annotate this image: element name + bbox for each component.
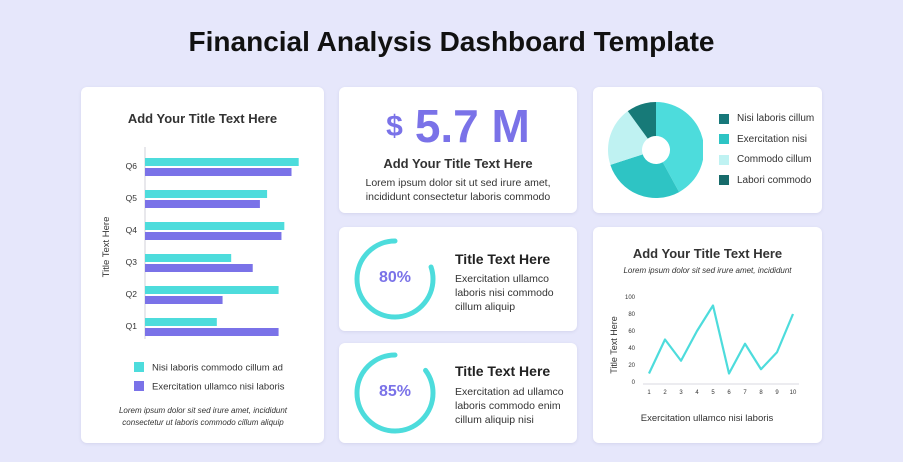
pie-legend-swatch [719, 113, 729, 124]
progress-arc [354, 238, 436, 320]
legend-swatch [134, 381, 144, 391]
pie-legend-swatch [719, 154, 729, 165]
bar-q4-s2 [145, 232, 282, 240]
bar-q5-s2 [145, 200, 260, 208]
pie-slice-3 [608, 111, 648, 165]
progress-title-2: Title Text Here [455, 363, 551, 379]
pie-slice-4 [627, 102, 656, 139]
progress-arc [354, 352, 436, 434]
line-chart: 0 20 40 60 80 100 1 2 3 4 5 6 7 8 9 10 Title Text Here Ex… [609, 295, 799, 424]
progress-text-2: Exercitation ad ullamco laboris commodo … [455, 386, 564, 426]
pie-legend-label: Labori commodo [737, 174, 812, 186]
line-chart-title: Add Your Title Text Here [632, 246, 783, 261]
x-tick-label: 1 [647, 390, 651, 396]
page-title: Financial Analysis Dashboard Template [188, 26, 715, 57]
kpi-value: $5.7 M [339, 99, 577, 153]
pie-legend-swatch [719, 134, 729, 144]
progress-title-1: Title Text Here [455, 251, 551, 267]
progress-card-2: 85% Title Text Here Exercitation ad ulla… [339, 343, 577, 443]
bar-q4-s1 [145, 222, 285, 230]
bar-category-label: Q2 [126, 289, 138, 299]
x-tick-label: 5 [711, 390, 715, 396]
x-tick-label: 9 [775, 390, 779, 396]
pie-legend-label: Nisi laboris cillum [737, 113, 815, 124]
pie-chart-card: Nisi laboris cillum Exercitation nisi Comm… [593, 87, 822, 213]
bar-q6-s1 [145, 158, 299, 166]
line-chart-subtitle: Lorem ipsum dolor sit sed irure amet, in… [623, 266, 792, 275]
currency-symbol: $ [386, 110, 403, 143]
bar-q3-s2 [145, 264, 253, 272]
line-y-axis-label: Title Text Here [609, 316, 619, 374]
pie-legend-item: Exercitation nisi [719, 134, 807, 145]
bar-category-label: Q1 [126, 321, 138, 331]
legend-label: Exercitation ullamco nisi laboris [152, 382, 285, 393]
pie-legend-item: Commodo cillum [719, 154, 811, 165]
bar-category-label: Q3 [126, 257, 138, 267]
line-chart-card: Add Your Title Text Here Lorem ipsum dol… [593, 227, 822, 443]
x-tick-label: 10 [790, 390, 797, 396]
line-series [648, 304, 795, 375]
pie-legend-item: Labori commodo [719, 175, 811, 186]
bar-q2-s2 [145, 296, 223, 304]
bar-chart-card: Add Your Title Text Here Q1 Q2 Q3 Q4 Q5 Q6 Tit… [81, 87, 324, 443]
y-tick-label: 80 [628, 312, 635, 318]
bar-category-label: Q5 [126, 193, 138, 203]
kpi-text: Lorem ipsum dolor sit ut sed irure amet,… [365, 177, 551, 203]
pie-legend-label: Commodo cillum [737, 154, 812, 165]
x-tick-label: 3 [679, 390, 683, 396]
x-tick-label: 6 [727, 390, 731, 396]
bar-chart: Q1 Q2 Q3 Q4 Q5 Q6 Title Text Here Nisi laboris … [101, 147, 299, 393]
progress-text-1: Exercitation ullamco laboris nisi commod… [455, 273, 554, 313]
bar-q2-s1 [145, 286, 279, 294]
y-tick-label: 100 [625, 295, 636, 301]
pie-slice-1 [656, 102, 703, 193]
pie-slice-2 [610, 154, 680, 198]
bar-q6-s2 [145, 168, 292, 176]
kpi-title: Add Your Title Text Here [383, 156, 533, 171]
pie-legend-label: Exercitation nisi [737, 133, 808, 145]
bar-category-label: Q4 [126, 225, 138, 235]
bar-y-axis-label: Title Text Here [101, 217, 112, 278]
bar-q1-s1 [145, 318, 217, 326]
bar-q1-s2 [145, 328, 279, 336]
progress-ring-2 [354, 352, 436, 434]
pie-chart [608, 102, 703, 198]
kpi-number: 5.7 M [414, 100, 530, 152]
progress-percent-1: 80% [378, 269, 412, 286]
bar-q3-s1 [145, 254, 232, 262]
y-tick-label: 0 [632, 380, 636, 386]
x-tick-label: 7 [743, 390, 747, 396]
legend-label: Nisi laboris commodo cillum ad [152, 363, 283, 374]
y-tick-label: 20 [628, 363, 635, 369]
bar-chart-note: Lorem ipsum dolor sit sed irure amet, in… [118, 406, 288, 427]
bar-category-label: Q6 [126, 161, 138, 171]
legend-swatch [134, 362, 144, 372]
kpi-card: $5.7 M Add Your Title Text Here Lorem ip… [339, 87, 577, 213]
pie-legend-swatch [719, 175, 729, 185]
x-tick-label: 2 [663, 390, 667, 396]
progress-card-1: 80% Title Text Here Exercitation ullamco… [339, 227, 577, 331]
y-tick-label: 60 [628, 329, 635, 335]
pie-legend-item: Nisi laboris cillum [719, 113, 814, 124]
x-tick-label: 4 [695, 390, 699, 396]
progress-ring-1 [354, 238, 436, 320]
bar-q5-s1 [145, 190, 268, 198]
bar-chart-title: Add Your Title Text Here [127, 111, 278, 126]
y-tick-label: 40 [628, 346, 635, 352]
progress-percent-2: 85% [378, 383, 412, 400]
line-x-axis-label: Exercitation ullamco nisi laboris [641, 413, 774, 424]
x-tick-label: 8 [759, 390, 763, 396]
